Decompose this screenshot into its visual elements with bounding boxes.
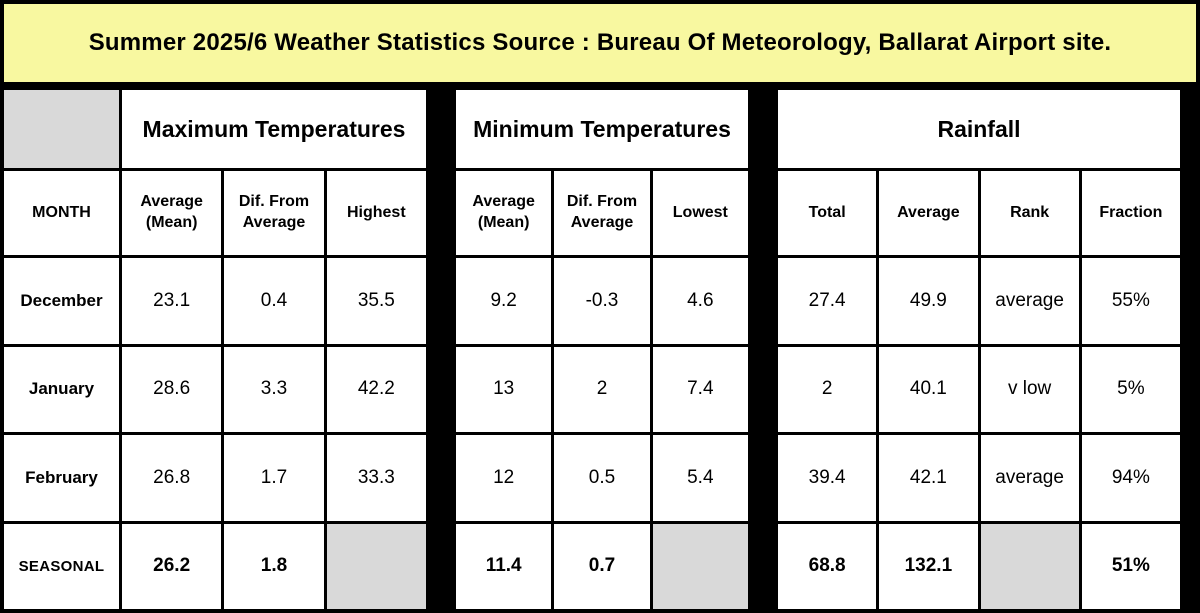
february-min-dif-cell: 0.5 xyxy=(554,435,650,521)
seasonal-min-dif-cell: 0.7 xyxy=(554,523,650,609)
seasonal-month-cell: SEASONAL xyxy=(4,523,119,609)
col-header-max-average: Average (Mean) xyxy=(122,171,222,255)
january-month-cell: January xyxy=(4,346,119,432)
january-min-dif-cell: 2 xyxy=(554,346,650,432)
december-rain-average-cell: 49.9 xyxy=(879,258,978,344)
december-rain-fraction-cell: 55% xyxy=(1081,258,1180,344)
december-month-cell: December xyxy=(4,258,119,344)
seasonal-min-average-cell: 11.4 xyxy=(456,523,552,609)
divider-bar xyxy=(430,86,452,613)
january-rain-total-cell: 2 xyxy=(778,346,877,432)
rainfall-table: Rainfall Total Average Rank Fraction 27.… xyxy=(774,86,1184,613)
col-header-max-highest: Highest xyxy=(326,171,426,255)
february-rain-average-cell: 42.1 xyxy=(879,435,978,521)
january-max-average-cell: 28.6 xyxy=(122,346,222,432)
col-header-max-dif: Dif. From Average xyxy=(224,171,324,255)
max-temperatures-table: Maximum Temperatures MONTH Average (Mean… xyxy=(0,86,430,613)
seasonal-rain-total-cell: 68.8 xyxy=(778,523,877,609)
min-temperatures-table: Minimum Temperatures Average (Mean) Dif.… xyxy=(452,86,752,613)
tables-area: Maximum Temperatures MONTH Average (Mean… xyxy=(0,86,1200,613)
rainfall-section-title: Rainfall xyxy=(778,90,1180,168)
february-rain-total-cell: 39.4 xyxy=(778,435,877,521)
page-title: Summer 2025/6 Weather Statistics Source … xyxy=(88,29,1112,56)
max-temps-section-title: Maximum Temperatures xyxy=(122,90,426,168)
seasonal-max-highest-empty-cell xyxy=(326,523,426,609)
seasonal-rain-fraction-cell: 51% xyxy=(1081,523,1180,609)
january-min-lowest-cell: 7.4 xyxy=(652,346,748,432)
col-header-month: MONTH xyxy=(4,171,119,255)
col-header-rain-rank: Rank xyxy=(980,171,1079,255)
february-rain-fraction-cell: 94% xyxy=(1081,435,1180,521)
january-max-highest-cell: 42.2 xyxy=(326,346,426,432)
december-max-average-cell: 23.1 xyxy=(122,258,222,344)
december-min-dif-cell: -0.3 xyxy=(554,258,650,344)
seasonal-rain-average-cell: 132.1 xyxy=(879,523,978,609)
seasonal-max-dif-cell: 1.8 xyxy=(224,523,324,609)
col-header-rain-average: Average xyxy=(879,171,978,255)
col-header-min-dif: Dif. From Average xyxy=(554,171,650,255)
seasonal-max-average-cell: 26.2 xyxy=(122,523,222,609)
col-header-rain-fraction: Fraction xyxy=(1081,171,1180,255)
february-max-average-cell: 26.8 xyxy=(122,435,222,521)
february-rain-rank-cell: average xyxy=(980,435,1079,521)
december-max-dif-cell: 0.4 xyxy=(224,258,324,344)
title-banner: Summer 2025/6 Weather Statistics Source … xyxy=(0,0,1200,86)
corner-cell xyxy=(4,90,119,168)
seasonal-min-lowest-empty-cell xyxy=(652,523,748,609)
february-min-lowest-cell: 5.4 xyxy=(652,435,748,521)
min-temps-section-title: Minimum Temperatures xyxy=(456,90,748,168)
january-rain-fraction-cell: 5% xyxy=(1081,346,1180,432)
february-month-cell: February xyxy=(4,435,119,521)
divider-bar xyxy=(752,86,774,613)
february-min-average-cell: 12 xyxy=(456,435,552,521)
january-rain-average-cell: 40.1 xyxy=(879,346,978,432)
col-header-min-average: Average (Mean) xyxy=(456,171,552,255)
seasonal-rain-rank-empty-cell xyxy=(980,523,1079,609)
december-max-highest-cell: 35.5 xyxy=(326,258,426,344)
december-rain-total-cell: 27.4 xyxy=(778,258,877,344)
december-min-lowest-cell: 4.6 xyxy=(652,258,748,344)
january-rain-rank-cell: v low xyxy=(980,346,1079,432)
january-min-average-cell: 13 xyxy=(456,346,552,432)
col-header-rain-total: Total xyxy=(778,171,877,255)
january-max-dif-cell: 3.3 xyxy=(224,346,324,432)
december-min-average-cell: 9.2 xyxy=(456,258,552,344)
december-rain-rank-cell: average xyxy=(980,258,1079,344)
february-max-dif-cell: 1.7 xyxy=(224,435,324,521)
col-header-min-lowest: Lowest xyxy=(652,171,748,255)
february-max-highest-cell: 33.3 xyxy=(326,435,426,521)
